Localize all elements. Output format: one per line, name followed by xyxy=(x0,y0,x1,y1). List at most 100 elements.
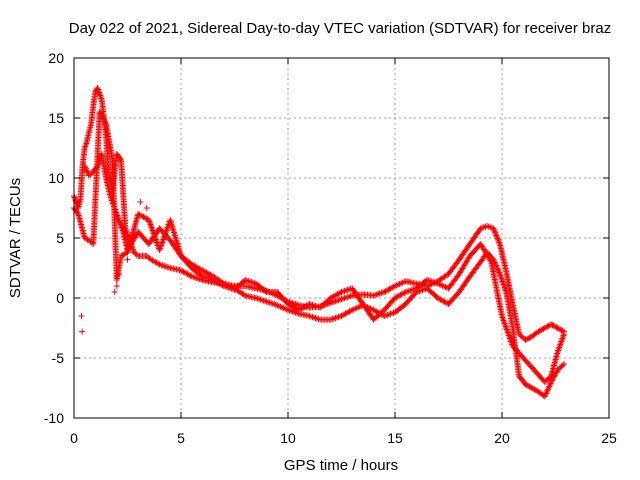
y-tick-label: 20 xyxy=(48,50,64,66)
data-point xyxy=(494,266,501,273)
data-point xyxy=(559,362,566,369)
data-point xyxy=(407,287,414,294)
data-point xyxy=(547,380,554,387)
data-point xyxy=(120,251,127,258)
data-point xyxy=(544,387,551,394)
data-point xyxy=(82,142,89,148)
data-point xyxy=(312,315,319,322)
data-point xyxy=(535,328,542,335)
data-point xyxy=(542,391,549,398)
x-tick-label: 25 xyxy=(601,430,617,446)
x-axis-label: GPS time / hours xyxy=(284,457,398,474)
data-point xyxy=(343,294,350,301)
data-point xyxy=(327,316,334,323)
data-point xyxy=(545,322,552,329)
data-point xyxy=(315,316,322,323)
data-point xyxy=(554,325,561,331)
data-point xyxy=(97,110,104,117)
data-point xyxy=(544,323,551,330)
data-point xyxy=(100,117,107,123)
data-point xyxy=(558,327,565,334)
data-point xyxy=(384,311,391,318)
data-point xyxy=(124,256,131,263)
data-point xyxy=(526,383,533,390)
data-point xyxy=(254,295,261,302)
data-point xyxy=(493,233,500,240)
data-point xyxy=(111,289,118,295)
y-tick-label: 15 xyxy=(48,110,64,126)
data-point xyxy=(266,299,273,306)
data-point xyxy=(155,260,162,267)
data-point xyxy=(245,278,252,285)
data-point xyxy=(98,111,105,118)
data-point xyxy=(487,257,494,264)
x-tick-label: 5 xyxy=(177,430,185,446)
data-point xyxy=(82,165,89,172)
data-point xyxy=(543,390,550,397)
data-point xyxy=(543,389,550,396)
x-tick-label: 15 xyxy=(387,430,403,446)
data-point xyxy=(333,314,340,321)
data-point xyxy=(548,377,555,384)
data-point xyxy=(263,298,270,305)
data-point xyxy=(561,361,568,367)
data-point xyxy=(96,109,103,115)
data-point xyxy=(84,168,91,175)
data-point xyxy=(545,386,552,393)
y-tick-label: 10 xyxy=(48,170,64,186)
data-point xyxy=(546,381,553,388)
data-point xyxy=(525,382,532,389)
data-point xyxy=(541,325,548,331)
x-tick-label: 20 xyxy=(494,430,510,446)
data-point xyxy=(347,307,354,314)
data-point xyxy=(553,324,560,331)
data-point xyxy=(115,271,122,277)
data-point xyxy=(494,235,501,242)
data-point xyxy=(495,238,502,245)
data-point xyxy=(496,269,503,276)
data-point xyxy=(82,164,89,171)
data-point xyxy=(338,296,345,303)
data-point xyxy=(493,232,500,239)
data-point xyxy=(539,326,546,333)
data-point xyxy=(375,291,382,298)
data-point xyxy=(164,263,171,270)
data-point xyxy=(525,335,532,342)
data-point xyxy=(98,113,105,119)
data-point xyxy=(545,384,552,391)
x-tick-label: 10 xyxy=(280,430,296,446)
data-point xyxy=(306,313,313,319)
data-point xyxy=(78,313,85,319)
data-point xyxy=(143,205,150,211)
data-point xyxy=(523,382,530,389)
y-tick-label: -10 xyxy=(44,410,64,426)
data-point xyxy=(83,167,90,174)
data-point xyxy=(343,287,350,294)
data-point xyxy=(548,379,555,385)
data-point xyxy=(346,293,353,300)
data-point xyxy=(557,326,564,333)
data-point xyxy=(252,295,259,301)
data-point xyxy=(492,229,499,236)
data-point xyxy=(373,291,380,298)
data-point xyxy=(117,155,124,162)
data-point xyxy=(269,300,276,307)
data-point xyxy=(526,334,533,341)
data-point xyxy=(165,264,172,271)
data-point xyxy=(121,250,128,257)
data-point xyxy=(530,385,537,392)
data-point xyxy=(246,278,253,285)
data-point xyxy=(527,384,534,391)
data-point xyxy=(161,262,168,269)
data-point xyxy=(100,115,107,122)
y-tick-label: -5 xyxy=(52,350,65,366)
data-point xyxy=(344,286,351,293)
data-point xyxy=(550,322,557,329)
data-point xyxy=(133,251,140,258)
data-point xyxy=(376,290,383,297)
data-point xyxy=(528,385,535,391)
data-point xyxy=(543,324,550,331)
data-point xyxy=(555,325,562,332)
grid xyxy=(74,58,609,418)
data-point xyxy=(541,393,548,400)
